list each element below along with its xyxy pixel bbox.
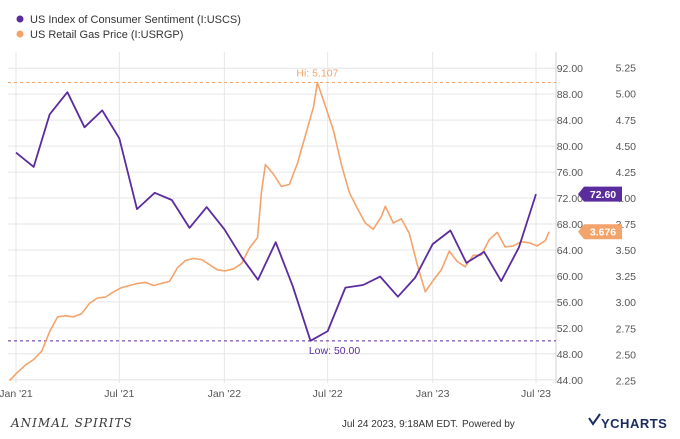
x-tick-label: Jul '22 xyxy=(313,388,343,400)
y-left-tick-label: 84.00 xyxy=(557,115,583,127)
y-right-tick-label: 2.50 xyxy=(616,349,637,361)
ycharts-logo-icon xyxy=(588,413,601,426)
y-right-tick-label: 4.50 xyxy=(616,141,637,153)
legend-label-gas: US Retail Gas Price (I:USRGP) xyxy=(30,29,183,41)
x-tick-label: Jul '21 xyxy=(104,388,134,400)
y-right-tick-label: 5.00 xyxy=(616,89,637,101)
y-right-tick-label: 5.25 xyxy=(616,63,637,75)
x-tick-label: Jan '22 xyxy=(208,388,242,400)
gas-end-label: 3.676 xyxy=(578,224,622,240)
gas-price-line xyxy=(9,81,550,381)
legend-entry-gas[interactable]: US Retail Gas Price (I:USRGP) xyxy=(16,29,184,41)
gas-high-label: Hi: 5.107 xyxy=(296,68,338,80)
animal-spirits-logo: ANIMAL SPIRITS xyxy=(10,416,133,430)
y-left-tick-label: 92.00 xyxy=(557,63,583,75)
y-right-tick-label: 3.50 xyxy=(616,245,637,257)
ycharts-brand: YCHARTS xyxy=(601,416,667,431)
y-left-tick-label: 60.00 xyxy=(557,271,583,283)
legend: US Index of Consumer Sentiment (I:USCS) … xyxy=(16,14,241,41)
consumer-sentiment-line xyxy=(15,91,537,342)
legend-entry-sentiment[interactable]: US Index of Consumer Sentiment (I:USCS) xyxy=(16,14,241,26)
gas-end-label-text: 3.676 xyxy=(590,227,616,239)
y-left-tick-label: 52.00 xyxy=(557,323,583,335)
ycharts-logo[interactable]: YCHARTS xyxy=(588,413,667,431)
y-left-tick-label: 56.00 xyxy=(557,297,583,309)
legend-swatch-gas xyxy=(16,30,24,38)
y-right-tick-label: 3.00 xyxy=(616,297,637,309)
y-left-tick-label: 72.00 xyxy=(557,193,583,205)
reference-lines: Hi: 5.107 Low: 50.00 xyxy=(8,68,556,357)
y-left-tick-label: 80.00 xyxy=(557,141,583,153)
y-left-tick-label: 88.00 xyxy=(557,89,583,101)
legend-label-sentiment: US Index of Consumer Sentiment (I:USCS) xyxy=(30,14,241,26)
sentiment-low-label: Low: 50.00 xyxy=(309,345,361,357)
y-right-tick-label: 4.75 xyxy=(616,115,637,127)
y-left-tick-label: 64.00 xyxy=(557,245,583,257)
axes: 44.00 48.00 52.00 56.00 60.00 64.00 68.00 72.00… xyxy=(0,63,636,400)
y-left-tick-label: 48.00 xyxy=(557,349,583,361)
x-tick-label: Jan '21 xyxy=(0,388,33,400)
y-left-tick-label: 68.00 xyxy=(557,219,583,231)
y-right-tick-label: 2.25 xyxy=(616,375,637,387)
y-left-tick-label: 76.00 xyxy=(557,167,583,179)
grid xyxy=(8,52,557,383)
y-left-tick-label: 44.00 xyxy=(557,375,583,387)
footer: ANIMAL SPIRITS Jul 24 2023, 9:18AM EDT. … xyxy=(10,413,667,431)
footer-powered-by: Powered by xyxy=(462,419,515,430)
x-tick-label: Jul '23 xyxy=(521,388,551,400)
y-right-tick-label: 3.25 xyxy=(616,271,637,283)
x-tick-label: Jan '23 xyxy=(416,388,450,400)
y-right-tick-label: 4.25 xyxy=(616,167,637,179)
sentiment-end-label: 72.60 xyxy=(578,186,622,202)
y-right-tick-label: 2.75 xyxy=(616,323,637,335)
legend-swatch-sentiment xyxy=(16,15,24,23)
series-lines xyxy=(9,81,550,381)
sentiment-end-label-text: 72.60 xyxy=(590,189,616,201)
footer-timestamp: Jul 24 2023, 9:18AM EDT. xyxy=(342,419,458,430)
gas-end-label-bg xyxy=(578,224,622,240)
sentiment-end-label-bg xyxy=(578,186,622,202)
